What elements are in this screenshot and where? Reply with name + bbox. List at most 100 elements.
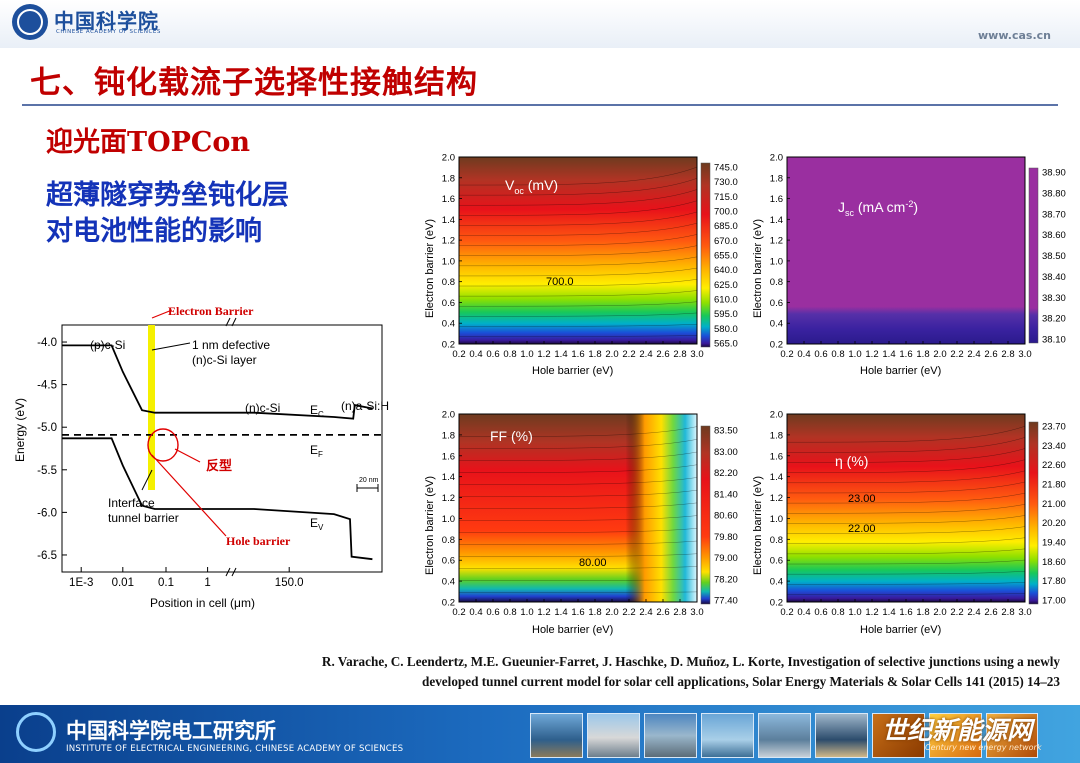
voc-contour-line (458, 267, 698, 277)
ff-colorbar-label: 83.00 (714, 447, 738, 458)
voc-y-axis-label: Electron barrier (eV) (424, 219, 436, 318)
eta-contour-line (786, 470, 1026, 484)
footer-photo-4 (701, 713, 754, 758)
ff-x-tick-label: 0.4 (469, 607, 482, 618)
voc-colorbar-label: 745.0 (714, 163, 738, 174)
voc-x-axis-label: Hole barrier (eV) (532, 365, 613, 377)
label-inversion: 反型 (206, 458, 232, 473)
ff-colorbar-label: 80.60 (714, 511, 738, 522)
eta-y-axis-label: Electron barrier (eV) (752, 476, 764, 575)
eta-x-tick-label: 0.2 (780, 607, 793, 618)
band-x-tick-label: 0.1 (158, 577, 174, 589)
band-x-tick-label: 1 (204, 577, 210, 589)
band-y-tick-label: -4.0 (37, 337, 57, 349)
label-hole-barrier: Hole barrier (226, 534, 291, 548)
eta-x-tick-label: 2.2 (950, 607, 963, 618)
jsc-colorbar-label: 38.50 (1042, 251, 1066, 262)
jsc-x-tick-label: 3.0 (1018, 349, 1031, 360)
jsc-colorbar-label: 38.30 (1042, 293, 1066, 304)
institute-name-en: INSTITUTE OF ELECTRICAL ENGINEERING, CHI… (66, 744, 404, 754)
ff-x-tick-label: 0.2 (452, 607, 465, 618)
voc-y-tick-label: 0.8 (442, 277, 455, 288)
label-electron-barrier: Electron Barrier (168, 304, 254, 318)
eta-colorbar: 23.70 23.40 22.60 21.80 21.00 20.20 19.40 18.60… (1028, 422, 1066, 607)
jsc-colorbar-label: 38.10 (1042, 335, 1066, 346)
eta-y-tick-label: 1.0 (770, 514, 783, 525)
footer-photo-7 (872, 713, 925, 758)
voc-x-tick-label: 3.0 (690, 349, 703, 360)
jsc-y-tick-label: 2.0 (770, 153, 783, 164)
jsc-colorbar-label: 38.70 (1042, 209, 1066, 220)
eta-colorbar-label: 18.60 (1042, 557, 1066, 568)
voc-map: 0.2 0.4 0.6 0.8 1.0 1.2 1.4 1.6 1.8 2.0 2.2 2.4 2.6 2… (424, 153, 738, 378)
jsc-y-tick-label: 0.6 (770, 298, 783, 309)
voc-colorbar-label: 670.0 (714, 236, 738, 247)
voc-x-tick-label: 1.8 (588, 349, 601, 360)
eta-y-tick-label: 1.8 (770, 430, 783, 441)
jsc-x-tick-label: 0.2 (780, 349, 793, 360)
eta-map: 0.2 0.4 0.6 0.8 1.0 1.2 1.4 1.6 1.8 2.0 2.2 2.4 2.6 2… (752, 410, 1066, 637)
voc-x-tick-label: 2.2 (622, 349, 635, 360)
ff-contour-line (458, 426, 698, 437)
band-lines (62, 344, 382, 561)
institute-name-cn: 中国科学院电工研究所 (66, 719, 276, 743)
jsc-colorbar-label: 38.90 (1042, 168, 1066, 179)
subtitle-line-1: 超薄隧穿势垒钝化层 (46, 180, 289, 211)
eta-contour-line (786, 582, 1026, 585)
ff-y-tick-label: 1.0 (442, 514, 455, 525)
inversion-circle (147, 428, 179, 462)
ff-y-tick-label: 2.0 (442, 410, 455, 421)
jsc-y-tick-label: 0.8 (770, 277, 783, 288)
voc-x-tick-label: 1.0 (520, 349, 533, 360)
eta-contour-line (786, 559, 1026, 565)
axis-break-bottom (225, 567, 237, 577)
eta-y-tick-label: 1.6 (770, 451, 783, 462)
voc-colorbar-label: 625.0 (714, 280, 738, 291)
band-line-e-c (62, 344, 373, 420)
eta-x-tick-label: 1.0 (848, 607, 861, 618)
ff-x-tick-label: 2.2 (622, 607, 635, 618)
cas-logo-subtext: CHINESE ACADEMY OF SCIENCES (56, 29, 161, 35)
eta-colorbar-label: 17.80 (1042, 576, 1066, 587)
voc-contour-line (458, 178, 698, 196)
ff-contour-line (458, 477, 698, 485)
ff-colorbar-label: 83.50 (714, 426, 738, 437)
jsc-colorbar-label: 38.20 (1042, 314, 1066, 325)
voc-y-tick-label: 0.2 (442, 340, 455, 351)
voc-colorbar-label: 595.0 (714, 309, 738, 320)
voc-y-tick-label: 1.4 (442, 215, 455, 226)
voc-contour-line (458, 189, 698, 206)
jsc-y-tick-label: 1.2 (770, 236, 783, 247)
eta-contour-line (786, 515, 1026, 524)
ff-x-tick-label: 1.2 (537, 607, 550, 618)
citation-line-2: developed tunnel current model for solar… (422, 674, 1060, 689)
eta-contour-line (786, 481, 1026, 494)
band-x-tick-label: 150.0 (275, 577, 304, 589)
eta-x-tick-label: 1.6 (899, 607, 912, 618)
voc-contour-line (458, 301, 698, 307)
ff-contour-line (458, 566, 698, 569)
ff-x-tick-label: 0.6 (486, 607, 499, 618)
jsc-x-tick-label: 2.8 (1001, 349, 1014, 360)
eta-contour-label-2: 22.00 (848, 523, 876, 535)
voc-contour-line (458, 335, 698, 337)
jsc-x-tick-label: 2.2 (950, 349, 963, 360)
jsc-y-tick-label: 0.4 (770, 319, 783, 330)
voc-y-tick-label: 0.6 (442, 298, 455, 309)
band-line-e-v (62, 437, 373, 561)
ff-contour-line (458, 451, 698, 461)
voc-colorbar-label: 580.0 (714, 324, 738, 335)
voc-colorbar-label: 640.0 (714, 265, 738, 276)
ff-contour-line (458, 578, 698, 581)
tunnel-barrier-bar (148, 325, 155, 490)
eta-contour-line (786, 537, 1026, 544)
ff-y-tick-label: 1.8 (442, 430, 455, 441)
label-defective-2: (n)c-Si layer (192, 353, 257, 367)
ff-contour-line (458, 515, 698, 521)
label-n-asi: (n)a-Si:H (341, 399, 389, 413)
jsc-x-tick-label: 1.6 (899, 349, 912, 360)
site-url[interactable]: www.cas.cn (978, 29, 1051, 42)
voc-map-title: Voc (mV) (505, 177, 558, 196)
voc-contour-line (458, 279, 698, 287)
eta-contour-line (786, 492, 1026, 504)
